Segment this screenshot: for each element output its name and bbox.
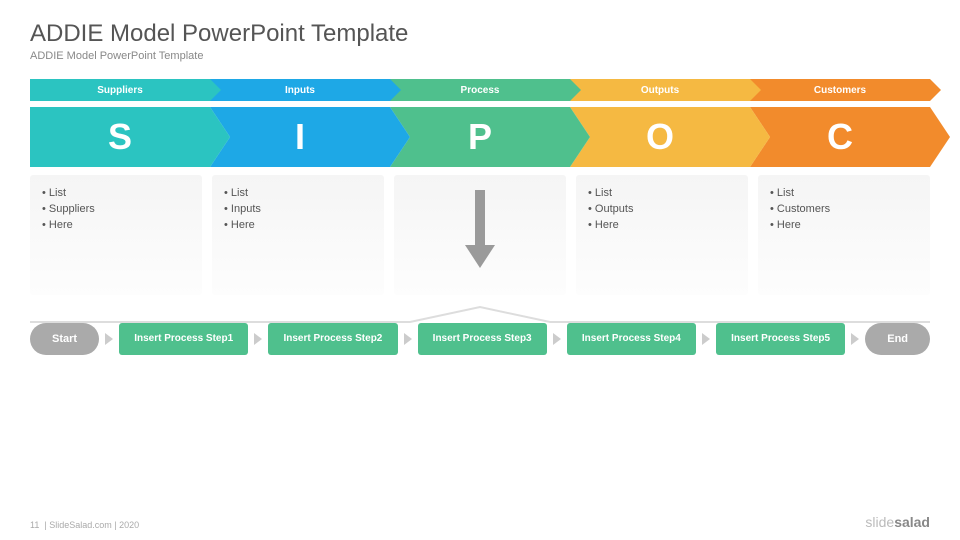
list-item: Customers (770, 203, 918, 215)
process-step-5: Insert Process Step5 (716, 323, 845, 355)
end-pill: End (865, 323, 930, 355)
card-4: List Customers Here (758, 175, 930, 295)
card-3: List Outputs Here (576, 175, 748, 295)
list-item: List (224, 187, 372, 199)
topbar-suppliers: Suppliers (30, 79, 210, 101)
list-item: List (42, 187, 190, 199)
topbar-inputs: Inputs (210, 79, 390, 101)
chevron-right-icon (254, 333, 262, 345)
topbar-customers: Customers (750, 79, 930, 101)
start-pill: Start (30, 323, 99, 355)
footer-text: 11 | SlideSalad.com | 2020 (30, 520, 139, 530)
card-1: List Inputs Here (212, 175, 384, 295)
process-row: Start Insert Process Step1 Insert Process … (30, 323, 930, 355)
chevron-right-icon (851, 333, 859, 345)
page-title: ADDIE Model PowerPoint Template (30, 20, 930, 48)
card-2 (394, 175, 566, 295)
process-step-4: Insert Process Step4 (567, 323, 696, 355)
list-item: Here (770, 219, 918, 231)
process-step-2: Insert Process Step2 (268, 323, 397, 355)
list-item: List (588, 187, 736, 199)
topbar-outputs: Outputs (570, 79, 750, 101)
list-item: Here (588, 219, 736, 231)
list-item: Here (42, 219, 190, 231)
chevron-right-icon (105, 333, 113, 345)
list-item: Outputs (588, 203, 736, 215)
sipoc-chevron-row: SIPOC (30, 107, 930, 167)
list-item: Inputs (224, 203, 372, 215)
chevron-right-icon (702, 333, 710, 345)
connector-line (30, 305, 930, 323)
logo: slidesalad (865, 514, 930, 530)
process-step-1: Insert Process Step1 (119, 323, 248, 355)
sipoc-top-bar: SuppliersInputsProcessOutputsCustomers (30, 79, 930, 101)
list-item: Suppliers (42, 203, 190, 215)
chevron-p: P (390, 107, 570, 167)
down-arrow-icon (465, 190, 495, 270)
chevron-right-icon (404, 333, 412, 345)
sipoc-cards: List Suppliers Here List Inputs Here List Outp… (30, 175, 930, 295)
chevron-o: O (570, 107, 750, 167)
chevron-right-icon (553, 333, 561, 345)
list-item: List (770, 187, 918, 199)
chevron-s: S (30, 107, 210, 167)
card-0: List Suppliers Here (30, 175, 202, 295)
list-item: Here (224, 219, 372, 231)
chevron-c: C (750, 107, 930, 167)
chevron-i: I (210, 107, 390, 167)
process-step-3: Insert Process Step3 (418, 323, 547, 355)
page-subtitle: ADDIE Model PowerPoint Template (30, 50, 930, 62)
topbar-process: Process (390, 79, 570, 101)
